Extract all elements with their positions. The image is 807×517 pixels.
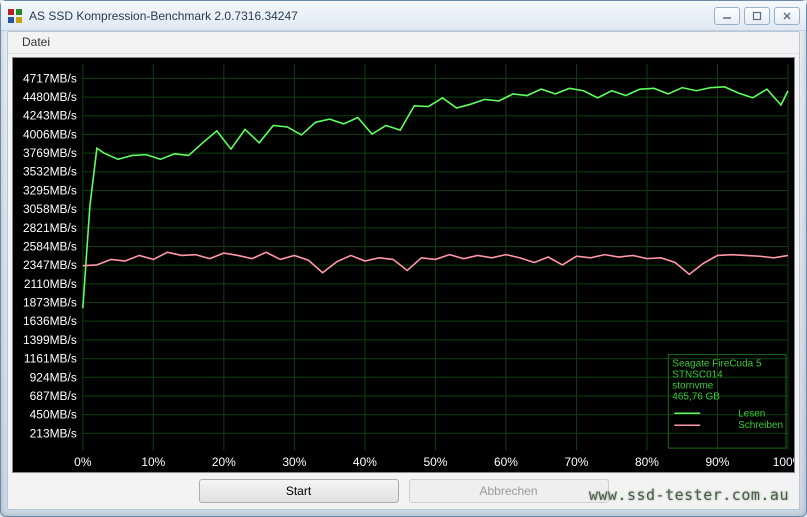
svg-text:Schreiben: Schreiben xyxy=(738,420,783,431)
svg-text:1399MB/s: 1399MB/s xyxy=(23,333,77,347)
client-area: Datei 213MB/s 450MB/s 687MB/s 924MB/s 1161MB… xyxy=(7,31,800,510)
svg-text:924MB/s: 924MB/s xyxy=(30,370,77,384)
svg-text:10%: 10% xyxy=(141,455,165,469)
svg-text:90%: 90% xyxy=(706,455,730,469)
start-button[interactable]: Start xyxy=(199,479,399,503)
svg-text:stornvme: stornvme xyxy=(672,380,713,391)
svg-text:3058MB/s: 3058MB/s xyxy=(23,202,77,216)
window-title: AS SSD Kompression-Benchmark 2.0.7316.34… xyxy=(29,9,714,23)
window-controls xyxy=(714,7,800,25)
svg-text:100%: 100% xyxy=(773,455,794,469)
svg-text:1873MB/s: 1873MB/s xyxy=(23,296,77,310)
cancel-button: Abbrechen xyxy=(409,479,609,503)
watermark: www.ssd-tester.com.au xyxy=(589,486,789,504)
svg-text:50%: 50% xyxy=(423,455,447,469)
app-icon xyxy=(7,8,23,24)
svg-text:2821MB/s: 2821MB/s xyxy=(23,221,77,235)
close-button[interactable] xyxy=(774,7,800,25)
svg-text:30%: 30% xyxy=(282,455,306,469)
svg-text:80%: 80% xyxy=(635,455,659,469)
svg-text:40%: 40% xyxy=(353,455,377,469)
svg-text:3295MB/s: 3295MB/s xyxy=(23,183,77,197)
svg-text:4243MB/s: 4243MB/s xyxy=(23,109,77,123)
svg-text:2110MB/s: 2110MB/s xyxy=(24,277,77,291)
svg-text:4717MB/s: 4717MB/s xyxy=(23,71,77,85)
svg-text:1161MB/s: 1161MB/s xyxy=(24,352,77,366)
svg-text:1636MB/s: 1636MB/s xyxy=(23,314,77,328)
svg-text:2584MB/s: 2584MB/s xyxy=(23,239,77,253)
svg-text:70%: 70% xyxy=(564,455,588,469)
svg-text:60%: 60% xyxy=(494,455,518,469)
svg-text:687MB/s: 687MB/s xyxy=(30,389,77,403)
chart-area: 213MB/s 450MB/s 687MB/s 924MB/s 1161MB/s 1399… xyxy=(12,57,795,473)
compression-chart: 213MB/s 450MB/s 687MB/s 924MB/s 1161MB/s 1399… xyxy=(13,58,794,472)
maximize-button[interactable] xyxy=(744,7,770,25)
svg-text:4480MB/s: 4480MB/s xyxy=(23,90,77,104)
svg-text:450MB/s: 450MB/s xyxy=(30,408,77,422)
svg-text:2347MB/s: 2347MB/s xyxy=(23,258,77,272)
svg-text:Lesen: Lesen xyxy=(738,408,765,419)
menubar: Datei xyxy=(8,32,799,54)
svg-text:0%: 0% xyxy=(74,455,92,469)
svg-text:20%: 20% xyxy=(212,455,236,469)
menu-file[interactable]: Datei xyxy=(16,33,56,51)
svg-text:213MB/s: 213MB/s xyxy=(30,426,77,440)
svg-text:4006MB/s: 4006MB/s xyxy=(23,127,77,141)
app-window: AS SSD Kompression-Benchmark 2.0.7316.34… xyxy=(0,0,807,517)
svg-text:3532MB/s: 3532MB/s xyxy=(23,165,77,179)
svg-text:STNSC014: STNSC014 xyxy=(672,369,723,380)
titlebar[interactable]: AS SSD Kompression-Benchmark 2.0.7316.34… xyxy=(1,1,806,31)
svg-text:465,76 GB: 465,76 GB xyxy=(672,391,720,402)
minimize-button[interactable] xyxy=(714,7,740,25)
svg-text:Seagate FireCuda 5: Seagate FireCuda 5 xyxy=(672,359,762,370)
svg-text:3769MB/s: 3769MB/s xyxy=(23,146,77,160)
